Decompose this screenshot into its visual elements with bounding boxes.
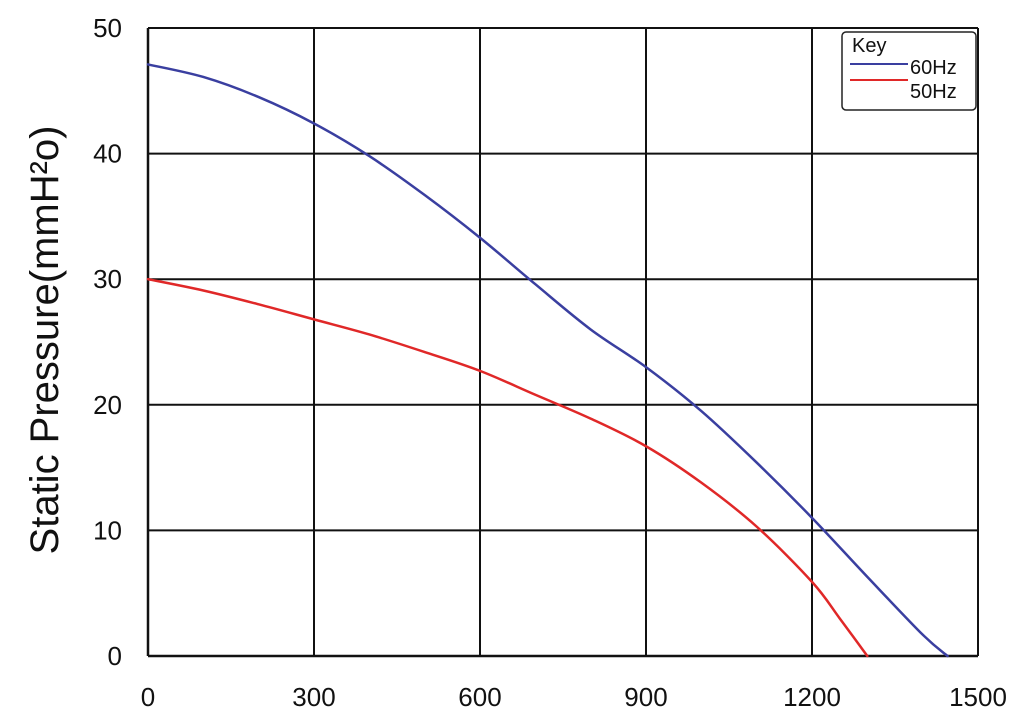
y-tick-label: 20	[93, 390, 122, 420]
legend-title: Key	[852, 35, 886, 57]
series-line-60hz	[146, 63, 949, 658]
legend-box	[841, 31, 977, 111]
x-tick-label: 1200	[783, 682, 841, 712]
series-line-50hz	[146, 277, 869, 658]
y-tick-label: 10	[93, 515, 122, 545]
y-tick-label: 50	[93, 13, 122, 43]
legend-label-60hz: 60Hz	[910, 57, 957, 79]
series-lines	[146, 63, 949, 658]
legend-label-50hz: 50Hz	[910, 81, 957, 103]
tick-labels: 0 300 600 900 1200 1500 0 10 20 30 40 50	[93, 13, 1007, 712]
grid	[146, 27, 979, 658]
y-tick-label: 40	[93, 139, 122, 169]
legend: Key 60Hz 50Hz	[841, 31, 977, 111]
y-tick-label: 30	[93, 264, 122, 294]
y-axis-title: Static Pressure(mmH²o)	[23, 126, 67, 555]
x-tick-label: 300	[292, 682, 335, 712]
x-tick-label: 0	[141, 682, 155, 712]
x-tick-label: 600	[458, 682, 501, 712]
x-tick-label: 1500	[949, 682, 1007, 712]
y-tick-label: 0	[108, 641, 122, 671]
x-tick-label: 900	[624, 682, 667, 712]
